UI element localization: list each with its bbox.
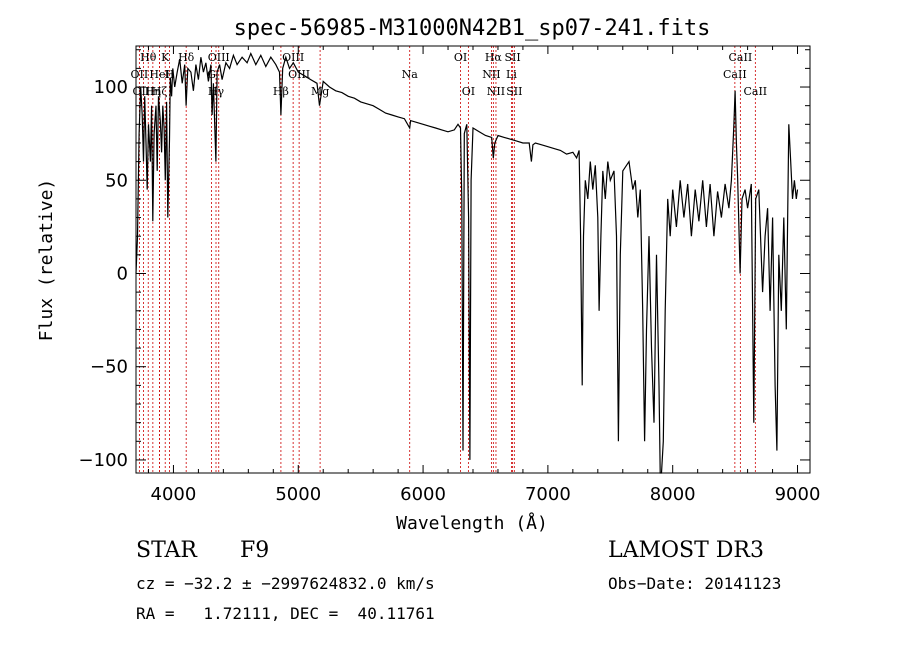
spectrum-chart: spec-56985-M31000N42B1_sp07-241.fits Hθ O… [36,16,821,534]
line-label: OIII [288,68,310,81]
y-axis: −100 −50 0 50 100 [79,49,810,471]
line-label: K [161,51,170,64]
x-tick-label: 6000 [400,484,446,505]
line-label: SII [504,51,520,64]
line-label: NII [487,85,505,98]
x-tick-label: 7000 [525,484,571,505]
plot-frame [135,45,811,474]
obs-date: Obs−Date: 20141123 [608,574,782,593]
line-label: CaII [729,51,753,64]
line-label: H [165,68,175,81]
line-label: Hζ [152,85,168,98]
line-label: OI [454,51,467,64]
chart-title: spec-56985-M31000N42B1_sp07-241.fits [234,16,711,41]
line-label: NII [482,68,500,81]
x-tick-label: 5000 [275,484,321,505]
x-axis-label: Wavelength (Å) [396,512,548,534]
emission-lines [138,46,756,473]
line-label: OIII [282,51,304,64]
line-label: Hη [145,85,161,98]
line-label: SII [506,85,522,98]
y-tick-label: −50 [90,357,128,378]
y-tick-label: −100 [79,450,128,471]
line-label: OIII [132,85,154,98]
line-label: Hθ [140,51,157,64]
line-label: CaII [743,85,767,98]
redshift-text: cz = −32.2 ± −2997624832.0 km/s [136,574,435,593]
line-label: Hδ [178,51,195,64]
line-label: OIII [208,51,230,64]
survey-name: LAMOST DR3 [608,538,764,563]
x-axis: 4000 5000 6000 7000 8000 9000 [147,46,821,505]
y-tick-label: 0 [117,263,128,284]
y-axis-label: Flux (relative) [36,179,57,342]
spectrum-line [135,51,799,474]
object-class: STAR [136,538,197,563]
line-label: Li [506,68,517,81]
line-label: CaII [723,68,747,81]
line-label: HeI [149,68,169,81]
line-label: Na [402,68,419,81]
line-label: Hα [485,51,503,64]
y-tick-label: 50 [105,170,128,191]
x-tick-label: 8000 [650,484,696,505]
coordinates: RA = 1.72111, DEC = 40.11761 [136,604,435,623]
line-label: OII [131,68,149,81]
line-label: OI [462,85,475,98]
line-label: Hβ [273,85,289,98]
line-label: Mg [311,85,329,98]
object-subclass: F9 [240,538,270,563]
y-tick-label: 100 [94,77,128,98]
x-tick-label: 9000 [775,484,821,505]
x-tick-label: 4000 [151,484,197,505]
